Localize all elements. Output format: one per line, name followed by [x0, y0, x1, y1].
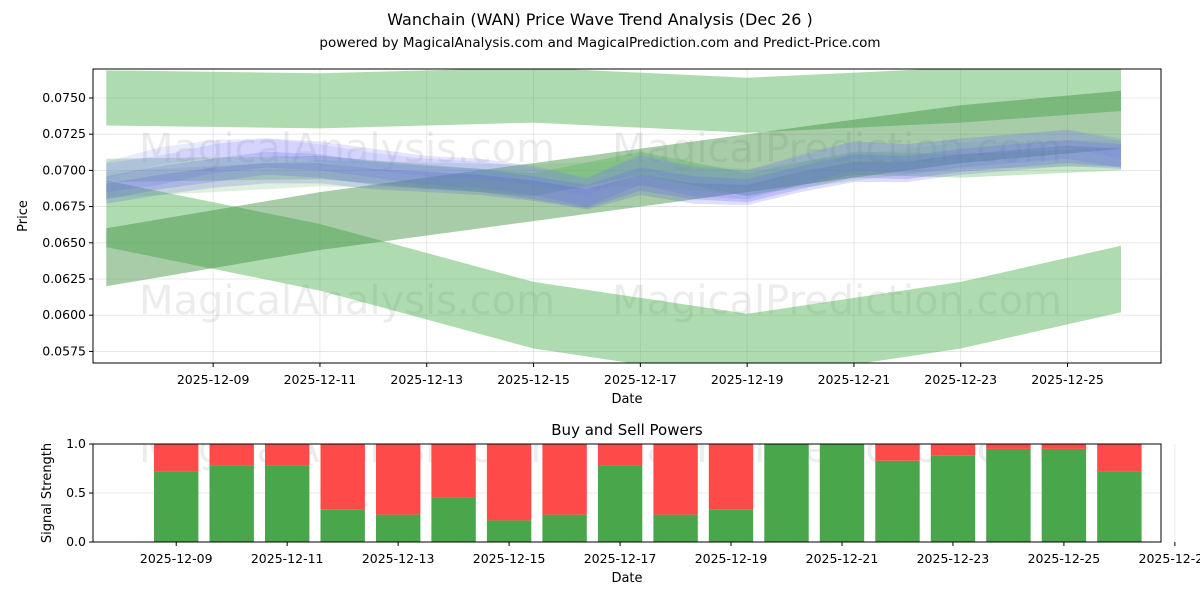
- signal-x-tick-label: 2025-12-17: [584, 551, 657, 566]
- signal-x-ticks: 2025-12-09 2025-12-11 2025-12-13 2025-12-15…: [140, 542, 1200, 566]
- main-chart-subtitle: powered by MagicalAnalysis.com and Magic…: [319, 35, 880, 51]
- sell-bar: [653, 444, 698, 515]
- signal-x-tick-label: 2025-12-25: [1028, 551, 1101, 566]
- price-y-tick-label: 0.0650: [42, 235, 86, 250]
- buy-bar: [265, 465, 310, 542]
- buy-bar: [986, 448, 1031, 542]
- price-grid: [93, 69, 1161, 363]
- signal-y-tick-label: 0.5: [66, 485, 86, 500]
- price-x-tick-label: 2025-12-19: [711, 372, 784, 387]
- price-plot-frame: [92, 68, 1162, 364]
- green-wave-bands: [106, 69, 1122, 363]
- buy-bar: [764, 444, 809, 542]
- buy-bar: [930, 455, 976, 542]
- buy-bar: [486, 520, 532, 542]
- signal-x-tick-label: 2025-12-23: [917, 551, 990, 566]
- price-y-tick-label: 0.0725: [42, 126, 86, 141]
- sell-bar: [875, 444, 920, 461]
- sell-bar: [154, 444, 199, 472]
- blue-wave-bands: [106, 129, 1122, 210]
- sell-bar: [597, 444, 643, 466]
- signal-x-tick-label: 2025-12-21: [806, 551, 879, 566]
- buy-bar: [653, 514, 698, 542]
- watermark: MagicalPrediction.com: [612, 278, 1062, 324]
- signal-x-tick-label: 2025-12-09: [140, 551, 213, 566]
- signal-chart-title: Buy and Sell Powers: [551, 421, 703, 439]
- sell-bar: [265, 444, 310, 466]
- buy-bar: [597, 465, 643, 542]
- sell-bar: [542, 444, 587, 515]
- signal-y-tick-label: 0.0: [66, 534, 86, 549]
- watermark: MagicalAnalysis.com: [139, 126, 555, 172]
- price-y-tick-label: 0.0600: [42, 307, 86, 322]
- green-wave-band: [106, 69, 1121, 133]
- sell-bar: [320, 444, 365, 510]
- blue-wave-band: [106, 129, 1122, 197]
- signal-y-axis-label: Signal Strength: [40, 443, 55, 543]
- buy-bar: [376, 514, 421, 542]
- green-wave-band: [106, 140, 1122, 198]
- main-chart-title: Wanchain (WAN) Price Wave Trend Analysis…: [387, 10, 813, 29]
- price-y-tick-label: 0.0700: [42, 162, 86, 177]
- green-wave-band: [106, 90, 1122, 287]
- signal-x-tick-label: 2025-12-13: [362, 551, 435, 566]
- price-x-tick-label: 2025-12-25: [1031, 372, 1104, 387]
- signal-x-tick-label: 2025-12-11: [251, 551, 324, 566]
- blue-wave-band: [106, 140, 1122, 208]
- sell-bar: [986, 444, 1031, 449]
- green-wave-band: [106, 147, 1122, 197]
- sell-bar: [209, 444, 254, 466]
- sell-bar: [431, 444, 476, 498]
- price-x-tick-label: 2025-12-15: [497, 372, 570, 387]
- price-x-tick-label: 2025-12-11: [284, 372, 357, 387]
- signal-x-axis-label: Date: [611, 571, 642, 586]
- blue-wave-band: [106, 129, 1122, 207]
- price-y-tick-label: 0.0625: [42, 271, 86, 286]
- signal-panel: Buy and Sell Powers MagicalAnalysis.comM…: [40, 421, 1200, 586]
- price-y-tick-label: 0.0575: [42, 343, 86, 358]
- signal-y-ticks: 0.0 0.5 1.0: [66, 436, 93, 549]
- price-x-tick-label: 2025-12-09: [177, 372, 250, 387]
- buy-bar: [1041, 448, 1087, 542]
- buy-bar: [819, 444, 865, 542]
- sell-bar: [930, 444, 976, 456]
- signal-bars: [154, 444, 1142, 542]
- watermark: MagicalPrediction.com: [612, 126, 1062, 172]
- buy-bar: [875, 460, 920, 542]
- price-y-ticks: 0.0575 0.0600 0.0625 0.0650 0.0675 0.0700 0.07…: [42, 90, 93, 358]
- price-y-tick-label: 0.0675: [42, 199, 86, 214]
- price-y-axis-label: Price: [16, 200, 31, 232]
- signal-x-tick-label: 2025-12-15: [473, 551, 546, 566]
- buy-bar: [708, 509, 754, 542]
- price-y-tick-label: 0.0750: [42, 90, 86, 105]
- buy-bar: [431, 497, 476, 542]
- price-watermarks: MagicalAnalysis.com MagicalPrediction.com…: [139, 126, 1062, 324]
- sell-bar: [1041, 444, 1087, 449]
- sell-bar: [708, 444, 754, 510]
- blue-wave-band: [106, 145, 1122, 210]
- buy-bar: [542, 514, 587, 542]
- buy-bar: [1097, 471, 1142, 542]
- price-x-tick-label: 2025-12-17: [604, 372, 677, 387]
- price-x-tick-label: 2025-12-21: [818, 372, 891, 387]
- signal-x-tick-label: 2025-12-27: [1139, 551, 1200, 566]
- sell-bar: [376, 444, 421, 515]
- signal-x-tick-label: 2025-12-19: [695, 551, 768, 566]
- sell-bar: [1097, 444, 1142, 472]
- price-x-tick-label: 2025-12-23: [924, 372, 997, 387]
- watermark: MagicalAnalysis.com: [139, 278, 555, 324]
- sell-bar: [486, 444, 532, 521]
- green-wave-band: [106, 180, 1121, 363]
- price-panel: MagicalAnalysis.com MagicalPrediction.com…: [16, 68, 1162, 407]
- price-x-ticks: 2025-12-09 2025-12-11 2025-12-13 2025-12-15…: [177, 363, 1104, 387]
- signal-y-tick-label: 1.0: [66, 436, 86, 451]
- buy-bar: [154, 471, 199, 542]
- price-x-axis-label: Date: [611, 392, 642, 407]
- buy-bar: [320, 509, 365, 542]
- buy-bar: [209, 465, 254, 542]
- price-x-tick-label: 2025-12-13: [390, 372, 463, 387]
